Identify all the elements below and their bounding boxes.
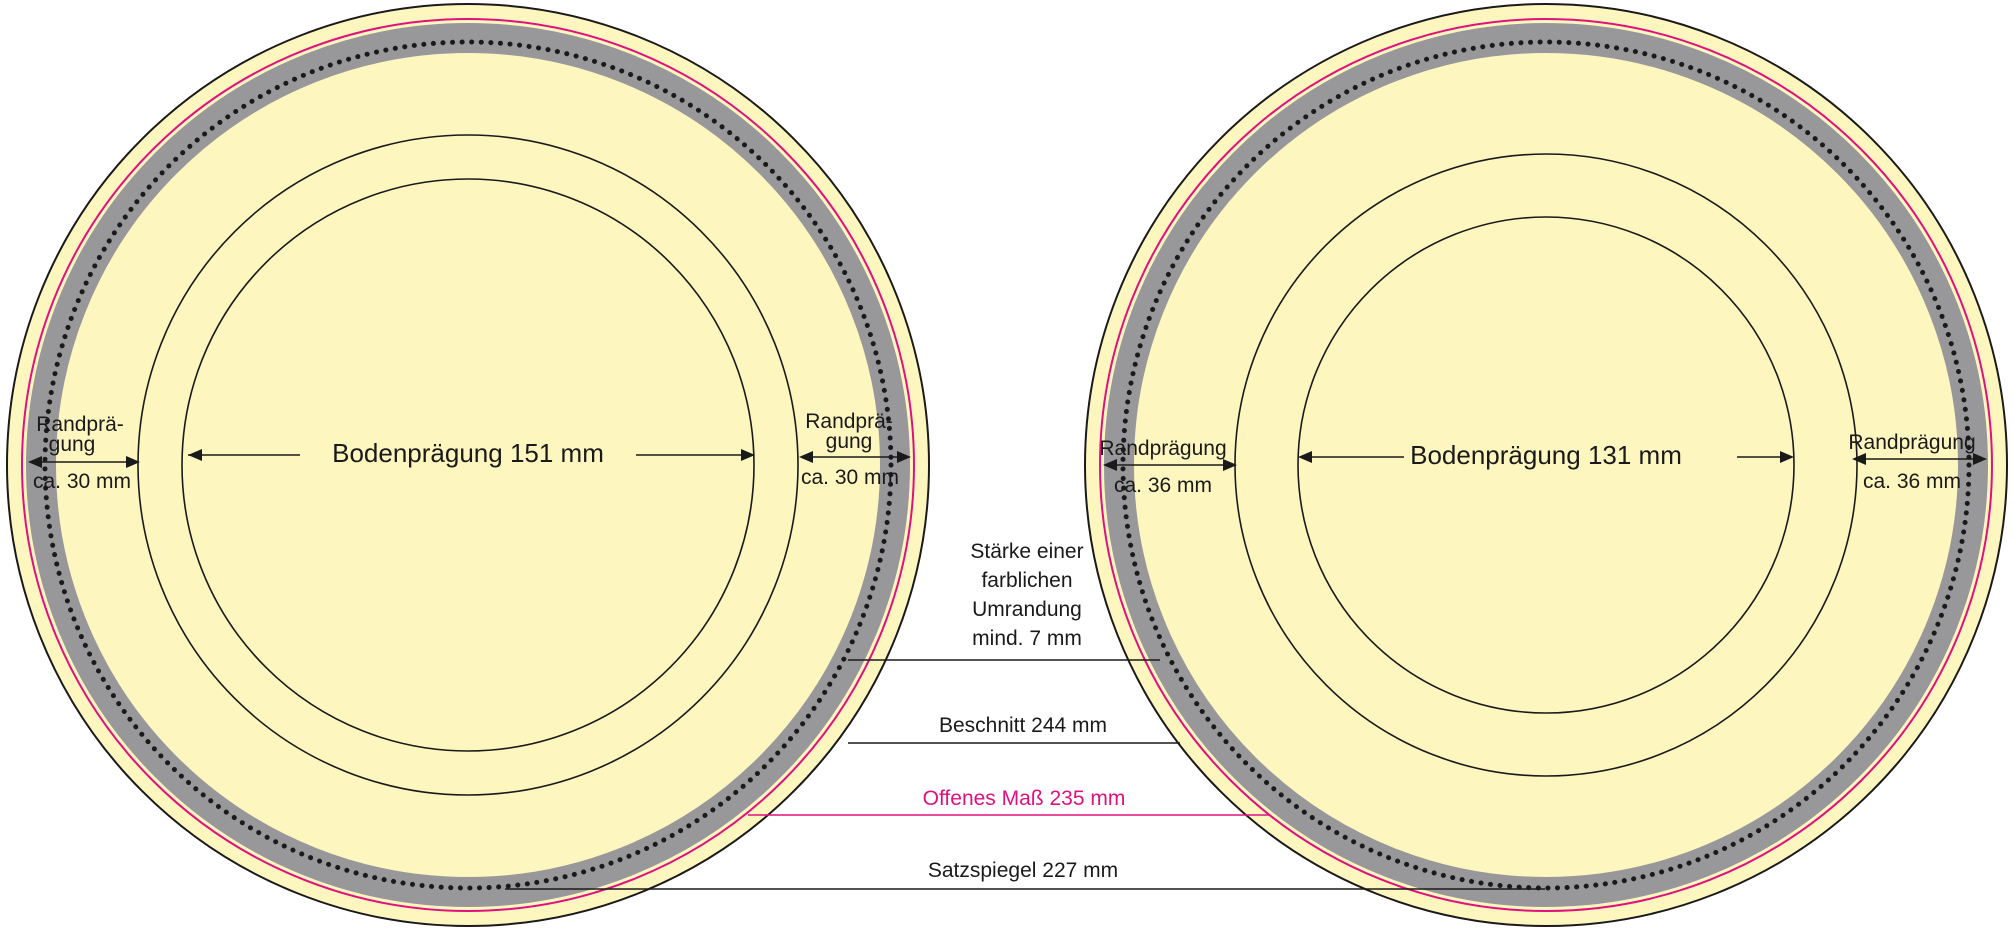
border-strength-label-line4: mind. 7 mm	[972, 627, 1082, 650]
center-annotations: Stärke einer farblichen Umrandung mind. …	[505, 540, 1545, 890]
border-strength-label-line2: farblichen	[981, 569, 1072, 592]
left-rim-right-arrow	[799, 451, 911, 463]
left-floor-label: Bodenprägung 151 mm	[332, 438, 604, 468]
right-plate-floor-circle	[1297, 216, 1795, 714]
left-floor-dimension-arrow	[188, 449, 755, 461]
open-size-label: Offenes Maß 235 mm	[923, 787, 1126, 810]
right-rim-right-size: ca. 36 mm	[1863, 470, 1961, 493]
left-plate-type-area-dotted-circle	[42, 39, 894, 891]
border-strength-label-line1: Stärke einer	[970, 540, 1083, 563]
right-rim-left-arrow	[1103, 459, 1237, 471]
right-plate-bleed-circle	[1084, 3, 2008, 927]
right-rim-left-label: Randprägung	[1099, 437, 1226, 460]
left-rim-left-arrow	[28, 456, 140, 468]
right-floor-label: Bodenprägung 131 mm	[1410, 440, 1682, 470]
right-rim-right-arrow	[1852, 453, 1987, 465]
bleed-label: Beschnitt 244 mm	[939, 714, 1107, 737]
border-strength-label-line3: Umrandung	[972, 598, 1082, 621]
left-rim-left-size: ca. 30 mm	[33, 470, 131, 493]
left-plate-floor-circle	[181, 178, 755, 752]
right-plate-trim-circle	[1099, 18, 1993, 912]
left-rim-right-size: ca. 30 mm	[801, 466, 899, 489]
left-plate: Bodenprägung 151 mm Randprä- gung ca. 30…	[6, 3, 930, 927]
left-rim-right-label-line1: Randprä-	[805, 410, 893, 433]
right-rim-right-label: Randprägung	[1848, 431, 1975, 454]
right-floor-dimension-arrow	[1298, 451, 1794, 463]
left-rim-right-label-line2: gung	[826, 430, 873, 453]
left-plate-rim-inner-circle	[137, 134, 799, 796]
right-plate: Bodenprägung 131 mm Randprägung ca. 36 m…	[1084, 3, 2008, 927]
left-plate-trim-circle	[21, 18, 915, 912]
left-rim-left-label-line2: gung	[49, 433, 96, 456]
right-rim-left-size: ca. 36 mm	[1114, 474, 1212, 497]
left-rim-left-label-line1: Randprä-	[36, 413, 124, 436]
left-plate-bleed-circle	[6, 3, 930, 927]
right-plate-type-area-dotted-circle	[1120, 39, 1972, 891]
type-area-label: Satzspiegel 227 mm	[928, 859, 1118, 882]
